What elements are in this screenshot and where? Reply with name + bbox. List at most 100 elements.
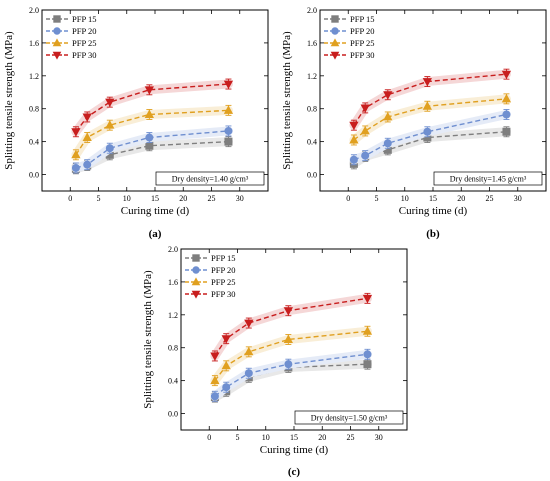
y-tick-label: 0.0: [307, 171, 317, 180]
data-point: [145, 133, 154, 142]
y-tick-label: 0.8: [307, 105, 317, 114]
data-point: [223, 105, 234, 114]
y-tick-label: 0.4: [168, 377, 178, 386]
data-point: [362, 326, 373, 335]
data-point: [221, 335, 231, 344]
data-point: [423, 127, 432, 136]
data-point: [210, 392, 219, 401]
legend-marker: [192, 266, 200, 274]
legend-marker: [191, 277, 201, 286]
data-point: [360, 104, 370, 113]
chart-panel-2: 0 5 10 15 20 25 30 0.0 0.4 0.8 1.2 1.6 2.0 Curing tim…: [281, 6, 547, 240]
data-point: [284, 360, 293, 369]
data-point: [244, 369, 253, 378]
legend-marker: [191, 290, 201, 299]
series-pfp-25: [210, 325, 373, 387]
y-tick-label: 1.2: [29, 72, 39, 81]
chart-panel-3: 0 5 10 15 20 25 30 0.0 0.4 0.8 1.2 1.6 2.0 Curing tim…: [142, 245, 408, 478]
series-pfp-25: [349, 93, 512, 146]
y-tick-label: 0.0: [168, 410, 178, 419]
chart-panel-1: 0 5 10 15 20 25 30 0.0 0.4 0.8 1.2 1.6 2.0 Curing tim…: [3, 6, 269, 240]
data-point: [363, 360, 372, 369]
legend-label: PFP 30: [350, 50, 375, 60]
x-tick-label: 25: [486, 194, 494, 203]
legend-label: PFP 25: [72, 38, 97, 48]
data-point: [224, 137, 233, 146]
x-tick-label: 25: [347, 433, 355, 442]
data-point: [363, 350, 372, 359]
series-pfp-30: [210, 292, 373, 362]
series-pfp-30: [71, 78, 234, 138]
data-point: [224, 126, 233, 135]
legend-marker: [331, 27, 339, 35]
plot-frame: [41, 9, 269, 192]
series-pfp-20: [349, 109, 511, 166]
data-point: [223, 80, 234, 90]
x-tick-label: 5: [375, 194, 379, 203]
data-point: [349, 121, 359, 131]
x-tick-label: 15: [151, 194, 159, 203]
legend-marker: [330, 38, 340, 47]
series-line: [75, 130, 229, 169]
x-tick-label: 20: [318, 433, 326, 442]
y-tick-label: 1.2: [307, 72, 317, 81]
series-pfp-25: [71, 104, 234, 161]
data-point: [501, 70, 512, 80]
data-point: [144, 86, 154, 95]
legend-label: PFP 25: [350, 38, 375, 48]
x-tick-label: 10: [123, 194, 131, 203]
x-tick-label: 30: [514, 194, 522, 203]
y-tick-label: 0.8: [29, 105, 39, 114]
series-line: [75, 109, 229, 156]
data-point: [82, 113, 92, 122]
x-tick-label: 25: [208, 194, 216, 203]
series-line: [75, 83, 229, 133]
y-tick-label: 1.6: [168, 278, 178, 287]
legend-marker: [52, 51, 62, 60]
y-tick-label: 1.6: [307, 39, 317, 48]
data-point: [71, 128, 81, 137]
legend-label: PFP 20: [211, 265, 236, 275]
data-point: [105, 120, 115, 129]
legend: PFP 15 PFP 20 PFP 25 PFP 30: [324, 14, 375, 60]
data-point: [360, 125, 370, 135]
y-tick-label: 0.4: [307, 138, 317, 147]
series-pfp-20: [71, 125, 233, 174]
x-tick-label: 5: [236, 433, 240, 442]
annotation-box: [155, 171, 265, 186]
series-pfp-20: [210, 348, 372, 402]
data-point: [383, 111, 393, 121]
y-tick-label: 1.2: [168, 311, 178, 320]
data-point: [502, 127, 511, 136]
x-tick-label: 10: [401, 194, 409, 203]
x-tick-label: 10: [262, 433, 270, 442]
legend-label: PFP 15: [350, 14, 375, 24]
data-point: [283, 334, 293, 343]
legend-label: PFP 15: [72, 14, 97, 24]
panel-label: (b): [426, 228, 440, 240]
y-tick-label: 2.0: [168, 245, 178, 254]
data-point: [383, 139, 392, 148]
x-tick-label: 5: [97, 194, 101, 203]
data-point: [362, 294, 373, 304]
legend-marker: [330, 51, 340, 60]
x-tick-label: 15: [429, 194, 437, 203]
data-point: [210, 352, 220, 361]
data-point: [105, 98, 115, 108]
annotation-text: Dry density=1.45 g/cm³: [450, 175, 527, 184]
data-point: [422, 78, 432, 87]
x-tick-label: 0: [207, 433, 211, 442]
data-point: [283, 307, 293, 316]
data-point: [502, 110, 511, 119]
data-point: [221, 360, 231, 370]
data-point: [105, 144, 114, 153]
x-tick-label: 20: [179, 194, 187, 203]
legend-label: PFP 15: [211, 253, 236, 263]
annotation-box: [294, 410, 404, 425]
data-point: [82, 132, 92, 141]
data-point: [501, 93, 512, 103]
legend-marker: [53, 27, 61, 35]
legend-marker: [331, 15, 339, 23]
x-axis-label: Curing time (d): [399, 205, 468, 217]
